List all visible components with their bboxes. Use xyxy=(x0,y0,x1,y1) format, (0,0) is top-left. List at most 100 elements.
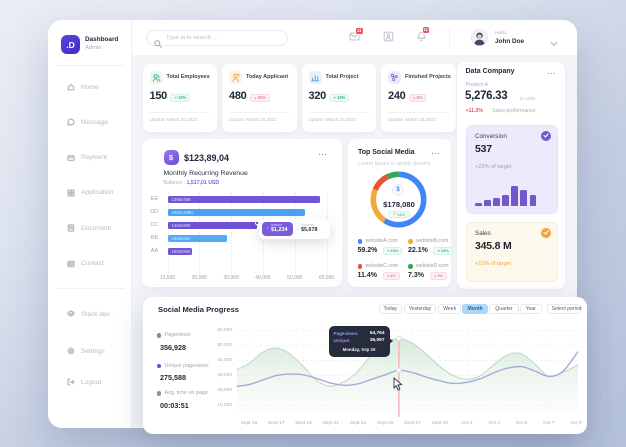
donut-slice-websiteAcom[interactable] xyxy=(369,171,427,228)
messages-button[interactable] xyxy=(349,31,360,42)
brand-logo: .D xyxy=(61,35,80,54)
tab-quarter[interactable]: Quarter xyxy=(489,303,519,315)
data-company-menu-button[interactable]: ... xyxy=(547,69,556,76)
sidebar-item-settings[interactable]: Settings xyxy=(48,347,132,361)
progress-legend-label: Pageviews xyxy=(164,332,191,338)
settings-icon xyxy=(67,347,75,355)
progress-x-tick: Sept 19 xyxy=(295,420,312,426)
mrr-title: Monthly Recurring Revenue xyxy=(163,169,248,177)
avatar[interactable] xyxy=(471,28,488,51)
legend-label: websiteC.com xyxy=(365,263,399,269)
progress-y-tick: 60,000 xyxy=(217,327,232,333)
currency-label: in USD xyxy=(520,96,536,102)
donut-slice-websiteBcom[interactable] xyxy=(369,171,427,228)
top-header: 11 11 Hello, John Doe xyxy=(132,20,577,55)
stat-trend-badge: ↘ 9% xyxy=(408,93,427,102)
tooltip-pageviews-value: 54,764 xyxy=(369,330,385,336)
donut-center-value: $178,080 xyxy=(383,200,415,209)
conversion-bar xyxy=(475,202,482,206)
mrr-bar-row: EE 1366x768 xyxy=(142,193,342,206)
mrr-menu-button[interactable]: ... xyxy=(318,150,328,157)
mrr-bar[interactable]: 1536x864 xyxy=(167,234,227,242)
mrr-bar[interactable]: 1920x1080 xyxy=(167,208,305,216)
tooltip-pageviews-label: Pageviews: xyxy=(333,330,359,336)
search-box[interactable] xyxy=(146,29,288,48)
message-icon xyxy=(67,118,75,126)
sidebar-item-payment[interactable]: Payment xyxy=(48,154,132,168)
income-label: Income xyxy=(271,223,283,228)
progress-y-tick: 50,000 xyxy=(217,342,232,348)
sidebar-item-logout[interactable]: Logout xyxy=(48,378,132,392)
stat-divider xyxy=(388,111,449,113)
top-social-media-card: Top Social Media ... Lorem Ipsum is simp… xyxy=(347,139,453,287)
tab-month[interactable]: Month xyxy=(462,303,488,315)
greeting-label: Hello, xyxy=(495,30,508,36)
income-value: $1,234 xyxy=(271,226,288,233)
search-icon xyxy=(154,35,162,53)
arrow-up-icon: ↑ xyxy=(266,225,270,232)
chevron-down-icon[interactable] xyxy=(550,34,558,52)
revenue-icon: $ xyxy=(163,149,179,165)
home-icon xyxy=(67,83,75,91)
mrr-bar[interactable]: 1440x900 xyxy=(167,221,257,229)
payment-icon xyxy=(67,154,75,162)
progress-y-tick: 10,000 xyxy=(217,402,232,408)
progress-x-tick: Sept 25 xyxy=(376,420,394,426)
legend-dot xyxy=(357,264,362,269)
mrr-bar[interactable]: 1366x768 xyxy=(167,195,320,203)
tab-week[interactable]: Week xyxy=(438,303,462,315)
progress-legend-value: 275,588 xyxy=(160,373,186,382)
mrr-bar-chart: EE 1366x768 DD 1920x1080 CC 1440x900 BB 1536x86… xyxy=(142,191,342,287)
mrr-axis-label: 60,000 xyxy=(318,275,335,281)
stat-trend-badge: ↗ 13% xyxy=(329,93,350,102)
stat-update-text: Update: Match 26,2023 xyxy=(149,116,198,122)
dollar-coin-icon: $ xyxy=(392,184,404,196)
arrow-down-icon: ↓ xyxy=(296,225,300,232)
sidebar-item-stack-dev[interactable]: Stack dev xyxy=(48,310,132,324)
select-period-label: Select period xyxy=(551,306,582,313)
logout-icon xyxy=(67,378,75,386)
progress-x-tick: Oct 3 xyxy=(488,420,500,426)
profile-shortcut-button[interactable] xyxy=(383,31,394,42)
tooltip-unique-value: 35,097 xyxy=(369,337,385,343)
sidebar-item-message[interactable]: Message xyxy=(48,118,132,132)
sidebar-item-document[interactable]: Document xyxy=(48,224,132,238)
select-period-dropdown[interactable]: Select period xyxy=(546,303,582,315)
sales-change: +11.2% xyxy=(465,108,483,114)
messages-badge: 11 xyxy=(355,26,364,35)
sidebar-item-home[interactable]: Home xyxy=(48,83,132,97)
sidebar-divider-top xyxy=(56,65,125,66)
brand-subtitle: Admin xyxy=(85,45,102,51)
stat-trend-badge: ↗ 13% xyxy=(170,93,191,102)
progress-x-tick: Sept 29 xyxy=(431,420,449,426)
mrr-bar-category: BB xyxy=(150,234,158,241)
progress-y-tick: 20,000 xyxy=(217,387,232,393)
tooltip-date: Monday, Sep 26 xyxy=(342,346,376,352)
social-menu-button[interactable]: ... xyxy=(431,149,441,156)
tab-yesterday[interactable]: Yesterday xyxy=(403,303,437,315)
mrr-bar-track: 1920x1080 xyxy=(167,208,327,216)
mrr-bar-row: BB 1536x864 xyxy=(142,232,342,245)
sidebar-item-application[interactable]: Application xyxy=(48,189,132,203)
sidebar-item-label: Logout xyxy=(81,378,102,386)
mrr-bar[interactable]: 1600x900 xyxy=(167,247,193,256)
stat-value: 150 xyxy=(149,90,168,102)
progress-x-tick: Oct 1 xyxy=(461,420,473,426)
notifications-button[interactable] xyxy=(416,31,427,42)
tab-today[interactable]: Today xyxy=(378,303,402,315)
legend-dot xyxy=(408,239,413,244)
sidebar-item-contact[interactable]: Contact xyxy=(48,260,132,274)
mrr-bar-track: 1366x768 xyxy=(167,195,327,203)
application-icon xyxy=(67,189,75,197)
conversion-card: Conversion 537 +22% of target xyxy=(466,125,558,214)
search-input[interactable] xyxy=(166,30,281,46)
mrr-axis-label: 20,000 xyxy=(191,275,207,281)
sales-change-label: Sales performance xyxy=(492,108,536,114)
sidebar-item-label: Document xyxy=(81,224,112,232)
legend-value: 11.4% xyxy=(357,272,377,279)
tab-year[interactable]: Year xyxy=(519,303,542,315)
mrr-tooltip: ↑ Income $1,234 ↓ Expense $5,678 xyxy=(258,219,330,239)
donut-slice-websiteDcom[interactable] xyxy=(369,171,427,228)
mrr-axis-label: 10,000 xyxy=(159,275,176,281)
stat-divider xyxy=(308,111,369,113)
